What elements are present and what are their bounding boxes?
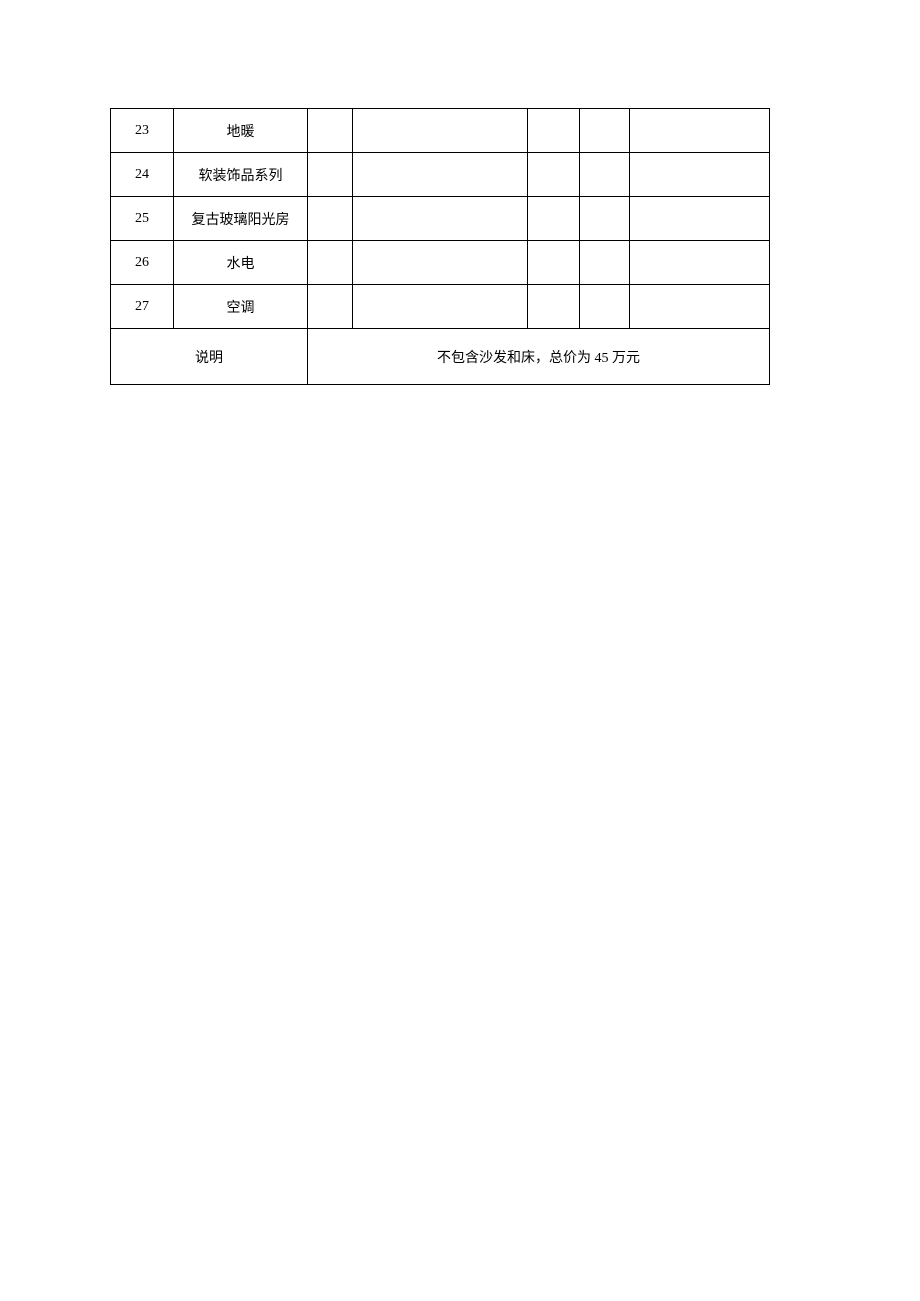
cell <box>580 197 630 241</box>
table-row: 27 空调 <box>111 285 770 329</box>
item-name: 复古玻璃阳光房 <box>174 197 308 241</box>
table-row: 23 地暖 <box>111 109 770 153</box>
cell <box>308 285 353 329</box>
cell <box>580 109 630 153</box>
cell <box>308 241 353 285</box>
item-name: 地暖 <box>174 109 308 153</box>
cell <box>353 109 528 153</box>
cell <box>308 197 353 241</box>
summary-text: 不包含沙发和床，总价为 45 万元 <box>308 329 770 385</box>
item-name: 水电 <box>174 241 308 285</box>
cell <box>308 109 353 153</box>
cell <box>630 153 770 197</box>
cell <box>630 109 770 153</box>
item-name: 空调 <box>174 285 308 329</box>
item-name: 软装饰品系列 <box>174 153 308 197</box>
cell <box>353 197 528 241</box>
cell <box>630 241 770 285</box>
cell <box>580 153 630 197</box>
cell <box>528 285 580 329</box>
cell <box>353 285 528 329</box>
cell <box>308 153 353 197</box>
row-number: 23 <box>111 109 174 153</box>
cell <box>353 153 528 197</box>
cell <box>580 241 630 285</box>
table-row: 25 复古玻璃阳光房 <box>111 197 770 241</box>
row-number: 24 <box>111 153 174 197</box>
cell <box>528 197 580 241</box>
row-number: 27 <box>111 285 174 329</box>
cell <box>528 153 580 197</box>
row-number: 26 <box>111 241 174 285</box>
cell <box>528 241 580 285</box>
cell <box>353 241 528 285</box>
table-row: 26 水电 <box>111 241 770 285</box>
table-row: 24 软装饰品系列 <box>111 153 770 197</box>
cell <box>580 285 630 329</box>
row-number: 25 <box>111 197 174 241</box>
items-table: 23 地暖 24 软装饰品系列 25 复古玻璃阳光房 26 水电 27 空调 <box>110 108 770 385</box>
cell <box>630 197 770 241</box>
cell <box>630 285 770 329</box>
summary-row: 说明 不包含沙发和床，总价为 45 万元 <box>111 329 770 385</box>
summary-label: 说明 <box>111 329 308 385</box>
cell <box>528 109 580 153</box>
